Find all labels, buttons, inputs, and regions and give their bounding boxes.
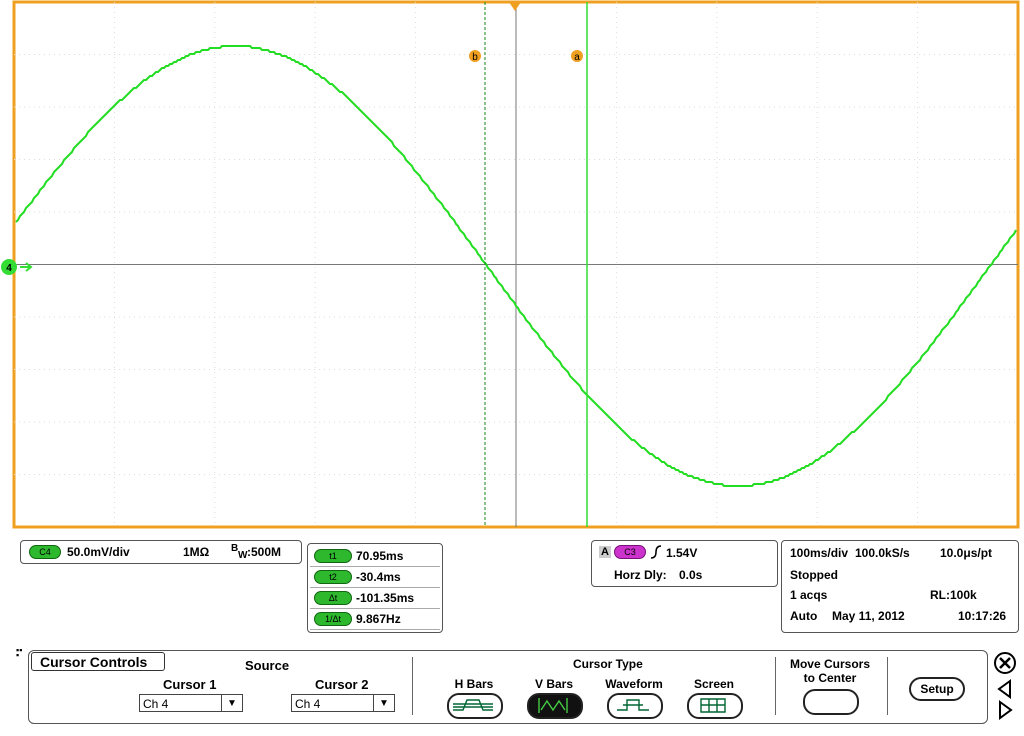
- trigger-position-marker: [509, 2, 521, 11]
- cursor-b-label: b: [472, 52, 478, 63]
- trigger-mode: Auto: [790, 609, 818, 623]
- type-icon-path: [453, 699, 493, 711]
- readout-value: 70.95ms: [356, 549, 404, 563]
- sample-rate: 100.0kS/s: [855, 546, 910, 560]
- panel-tab[interactable]: Cursor Controls: [31, 652, 165, 671]
- cursor-controls-panel: Cursor Controls Source Cursor 1 Ch 4 ▼ Cu…: [28, 650, 988, 724]
- type-button[interactable]: [607, 693, 663, 719]
- trigger-readout: A C3 1.54V Horz Dly: 0.0s: [591, 540, 778, 587]
- dropdown-arrow: ▼: [373, 695, 394, 711]
- menu-dots[interactable]: ▪▪ ▪: [16, 645, 23, 660]
- readout-row: Δt -101.35ms: [310, 588, 440, 609]
- move-line2: to Center: [803, 671, 857, 685]
- horz-delay: 0.0s: [679, 568, 703, 582]
- type-title: Cursor Type: [573, 657, 643, 671]
- trigger-badge[interactable]: C3: [614, 545, 646, 559]
- cursor-a-marker: [571, 50, 583, 62]
- readout-row: t2 -30.4ms: [310, 567, 440, 588]
- bandwidth-value: :500M: [247, 545, 282, 559]
- cursor-b-marker: [469, 50, 481, 62]
- trigger-prefix: A: [599, 546, 611, 558]
- grid: [14, 2, 1018, 527]
- channel-impedance: 1MΩ: [183, 545, 210, 559]
- time: 10:17:26: [958, 609, 1007, 623]
- type-icon: [538, 698, 568, 713]
- type-icon-path: [700, 698, 726, 713]
- channel-badge[interactable]: C4: [29, 545, 61, 559]
- date: May 11, 2012: [832, 609, 905, 623]
- readout-label[interactable]: 1/Δt: [314, 612, 352, 626]
- cursor2-label: Cursor 2: [315, 677, 369, 692]
- cursor1-label: Cursor 1: [163, 677, 217, 692]
- readout-label[interactable]: t1: [314, 549, 352, 563]
- divider: [887, 657, 888, 715]
- waveform: [15, 45, 1017, 487]
- resolution: 10.0μs/pt: [940, 546, 993, 560]
- graticule: b a 4: [1, 0, 1020, 529]
- bandwidth-w: W: [238, 550, 248, 561]
- trigger-level: 1.54V: [666, 546, 698, 560]
- readout-label[interactable]: t2: [314, 570, 352, 584]
- cursor1-select[interactable]: Ch 4 ▼: [139, 694, 243, 712]
- readout-value: -30.4ms: [356, 570, 401, 584]
- move-line1: Move Cursors: [789, 657, 871, 671]
- type-icon-path: [617, 699, 649, 711]
- type-button[interactable]: [687, 693, 743, 719]
- trigger-slope: [650, 545, 662, 559]
- acq-state: Stopped: [790, 568, 838, 582]
- type-button[interactable]: [447, 693, 503, 719]
- cursor2-value: Ch 4: [295, 697, 321, 711]
- readout-label[interactable]: Δt: [314, 591, 352, 605]
- readout-value: 9.867Hz: [356, 612, 401, 626]
- cursor1-value: Ch 4: [143, 697, 169, 711]
- type-label: V Bars: [534, 677, 574, 691]
- horz-delay-label: Horz Dly:: [614, 568, 667, 582]
- close-button[interactable]: [994, 652, 1016, 674]
- record-length: RL:100k: [930, 588, 977, 602]
- channel-arrow: [20, 262, 33, 272]
- channel-marker-label: 4: [6, 263, 12, 274]
- acq-count: 1 acqs: [790, 588, 828, 602]
- back-button[interactable]: [997, 679, 1011, 699]
- timebase: 100ms/div: [790, 546, 849, 560]
- cursor-a-label: a: [574, 52, 580, 63]
- type-button[interactable]: [527, 693, 583, 719]
- cursor-readout: t1 70.95ms t2 -30.4ms Δt -101.35ms 1/Δt 9.867Hz: [307, 543, 443, 633]
- readout-value: -101.35ms: [356, 591, 415, 605]
- dropdown-arrow: ▼: [221, 695, 242, 711]
- panel-nav: [994, 652, 1016, 720]
- type-icon: [700, 698, 726, 713]
- forward-button[interactable]: [999, 700, 1013, 720]
- bandwidth-b: B: [231, 543, 239, 554]
- move-cursors-button[interactable]: [803, 689, 859, 715]
- type-icon: [617, 699, 649, 711]
- acquisition-readout: 100ms/div 100.0kS/s 10.0μs/pt Stopped 1 …: [781, 540, 1019, 633]
- divider: [412, 657, 413, 715]
- type-label: Screen: [693, 677, 735, 691]
- channel-scale: 50.0mV/div: [67, 545, 130, 559]
- type-icon-path: [538, 698, 568, 713]
- channel-readout: C4 50.0mV/div 1MΩ B W :500M: [20, 540, 302, 564]
- type-icon: [453, 699, 493, 711]
- setup-button[interactable]: Setup: [909, 677, 965, 701]
- channel-marker: [1, 259, 17, 275]
- cursor2-select[interactable]: Ch 4 ▼: [291, 694, 395, 712]
- divider: [775, 657, 776, 715]
- readout-row: 1/Δt 9.867Hz: [310, 609, 440, 630]
- type-label: H Bars: [454, 677, 494, 691]
- type-label: Waveform: [605, 677, 663, 691]
- source-title: Source: [245, 658, 290, 673]
- readout-row: t1 70.95ms: [310, 546, 440, 567]
